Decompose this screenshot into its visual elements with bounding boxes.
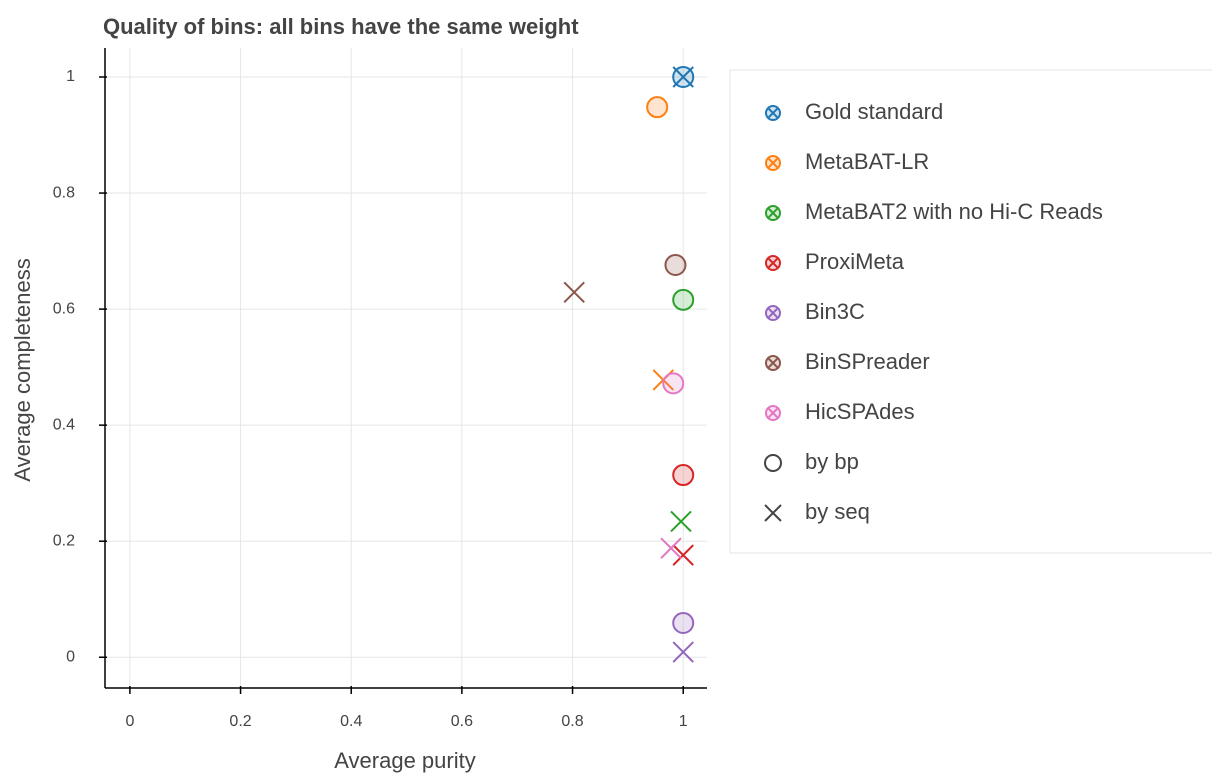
chart-title: Quality of bins: all bins have the same … xyxy=(103,14,579,39)
point-by-seq xyxy=(563,281,585,303)
legend-marker xyxy=(764,504,782,522)
legend-marker xyxy=(767,407,779,419)
point-by-bp xyxy=(646,96,669,119)
point-by-seq xyxy=(670,510,692,533)
y-tick-label: 0.8 xyxy=(53,184,75,201)
legend-marker xyxy=(767,257,779,269)
legend-marker xyxy=(764,454,782,472)
point-by-bp xyxy=(672,612,695,635)
y-tick-label: 0.2 xyxy=(53,532,75,549)
x-tick-label: 0.6 xyxy=(451,713,473,730)
x-tick-label: 0 xyxy=(125,713,134,730)
point-by-seq xyxy=(660,537,682,559)
legend-label: ProxiMeta xyxy=(805,249,905,274)
x-tick-label: 0.4 xyxy=(340,713,362,730)
y-tick-label: 0.6 xyxy=(53,300,75,317)
legend-label: Gold standard xyxy=(805,99,943,124)
legend-box xyxy=(729,69,1212,554)
x-tick-label: 0.8 xyxy=(561,713,583,730)
legend-label: Bin3C xyxy=(805,299,865,324)
point-by-seq xyxy=(672,544,694,566)
legend-label: by seq xyxy=(805,499,870,524)
legend-marker xyxy=(767,357,779,369)
x-tick-label: 1 xyxy=(679,713,688,730)
y-tick-label: 1 xyxy=(66,68,75,85)
x-axis-label: Average purity xyxy=(334,748,475,773)
y-tick-label: 0 xyxy=(66,648,75,665)
legend-label: MetaBAT-LR xyxy=(805,149,929,174)
legend-label: HicSPAdes xyxy=(805,399,915,424)
point-by-seq xyxy=(672,641,694,663)
point-by-bp xyxy=(662,372,685,395)
legend-label: MetaBAT2 with no Hi-C Reads xyxy=(805,199,1103,224)
legend-marker xyxy=(767,307,779,319)
legend-label: BinSPreader xyxy=(805,349,930,374)
legend-label: by bp xyxy=(805,449,859,474)
legend-marker xyxy=(767,157,779,169)
legend-marker xyxy=(767,207,779,219)
point-by-bp xyxy=(672,288,695,311)
point-by-bp xyxy=(664,254,687,277)
point-by-bp xyxy=(672,464,695,487)
point-by-seq xyxy=(672,66,694,88)
y-tick-label: 0.4 xyxy=(53,416,75,433)
y-axis-label: Average completeness xyxy=(10,258,35,481)
x-tick-label: 0.2 xyxy=(229,713,251,730)
legend-marker xyxy=(767,107,779,119)
